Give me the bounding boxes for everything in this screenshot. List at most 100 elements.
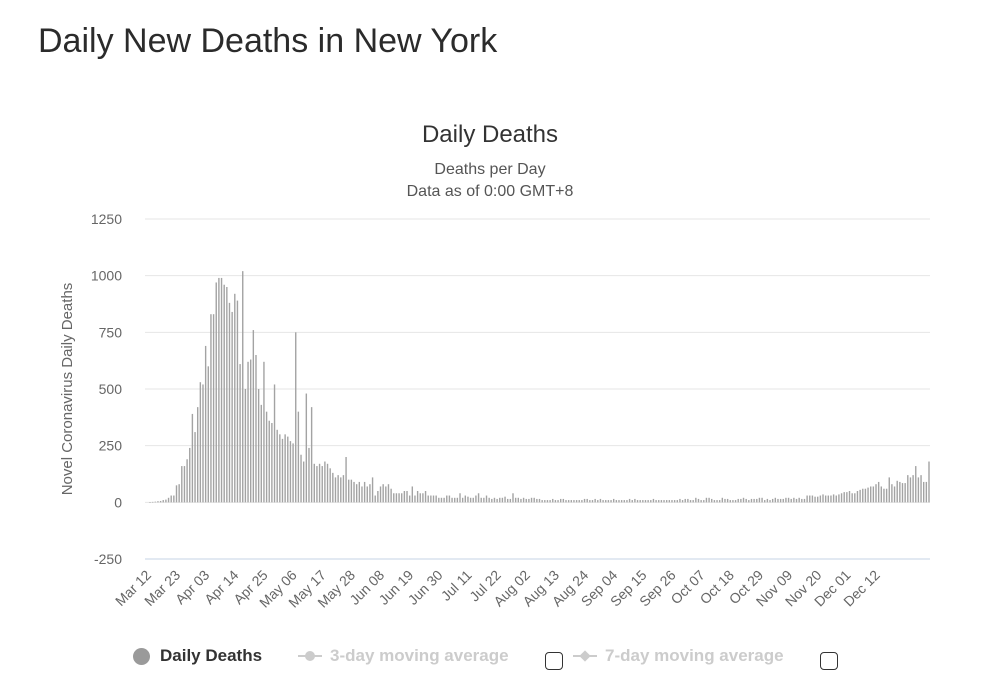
checkbox-7-day-moving-average[interactable] [820, 652, 838, 670]
bar [589, 500, 591, 503]
bar [525, 498, 527, 503]
bar [414, 495, 416, 503]
bar [570, 500, 572, 503]
bar [665, 500, 668, 503]
bar [374, 495, 376, 503]
bar [689, 500, 692, 503]
bar [626, 500, 628, 503]
bar [652, 498, 655, 503]
bar [408, 495, 411, 503]
bar [581, 500, 583, 503]
bar [642, 500, 644, 503]
bar [742, 497, 745, 503]
bar [324, 461, 326, 503]
bar [636, 500, 639, 503]
bar [560, 498, 562, 503]
bar [928, 461, 930, 503]
legend-item-3-day-moving-average[interactable]: 3-day moving average [298, 646, 509, 666]
bar [363, 481, 366, 503]
bar [687, 498, 689, 503]
page-title: Daily New Deaths in New York [38, 22, 498, 60]
bar [342, 475, 345, 503]
bar [692, 500, 694, 503]
bar [175, 485, 178, 503]
bar [385, 486, 387, 503]
bar [583, 498, 586, 503]
y-tick-label: -250 [94, 551, 122, 567]
bar [578, 500, 580, 503]
bar [507, 498, 509, 503]
bar [655, 500, 657, 503]
bar [811, 495, 814, 503]
legend-item-7-day-moving-average[interactable]: 7-day moving average [573, 646, 784, 666]
bar [276, 429, 278, 503]
bar [716, 500, 718, 503]
bar [279, 434, 281, 503]
bar [454, 497, 456, 503]
legend-item-daily-deaths[interactable]: Daily Deaths [133, 646, 262, 666]
bar [472, 497, 474, 503]
bar [843, 492, 845, 503]
bar [469, 497, 472, 503]
bar [215, 282, 217, 503]
bar [369, 484, 371, 503]
bar [599, 498, 602, 503]
bar [602, 500, 604, 503]
bar [199, 382, 202, 503]
bar [779, 498, 782, 503]
bar [824, 495, 827, 503]
bar [300, 454, 302, 503]
y-tick-label: 750 [99, 324, 123, 340]
y-tick-label: 1000 [91, 268, 122, 284]
bar [628, 498, 631, 503]
bar [228, 302, 231, 503]
bar [337, 475, 339, 503]
bar [872, 486, 875, 503]
bar [915, 466, 917, 503]
bar [318, 463, 321, 503]
line-marker-icon [573, 655, 597, 657]
bar [501, 497, 504, 503]
bar [761, 497, 763, 503]
bar [565, 500, 567, 503]
bar [345, 457, 347, 503]
bar [536, 498, 538, 503]
chart-title: Daily Deaths [422, 121, 558, 148]
bar [907, 475, 909, 503]
bar [165, 499, 167, 503]
bar [774, 497, 777, 503]
bar [244, 389, 247, 503]
bar [801, 498, 803, 503]
bar [634, 498, 636, 503]
bar [612, 498, 615, 503]
bar [764, 500, 766, 503]
bar [925, 481, 928, 503]
bar [305, 393, 308, 503]
bar [212, 314, 215, 503]
bar [403, 491, 406, 503]
bar [615, 500, 618, 503]
bar [496, 498, 498, 503]
bar [822, 494, 824, 503]
bar [522, 497, 525, 503]
bar [923, 481, 925, 503]
bar [485, 495, 488, 503]
bar [159, 500, 162, 503]
bar [329, 468, 331, 503]
bar [793, 497, 795, 503]
bar [854, 493, 856, 503]
bar [528, 498, 530, 503]
bar [448, 495, 451, 503]
bar [695, 497, 697, 503]
y-tick-label: 1250 [91, 211, 122, 227]
bar [273, 384, 276, 503]
bar [154, 501, 156, 503]
checkbox-3-day-moving-average[interactable] [545, 652, 563, 670]
y-tick-label: 250 [99, 438, 123, 454]
chart-data-timestamp: Data as of 0:00 GMT+8 [407, 183, 574, 200]
bar [790, 498, 792, 503]
bar [848, 491, 851, 503]
bar [207, 366, 209, 503]
bar [729, 500, 731, 503]
bar [663, 500, 665, 503]
